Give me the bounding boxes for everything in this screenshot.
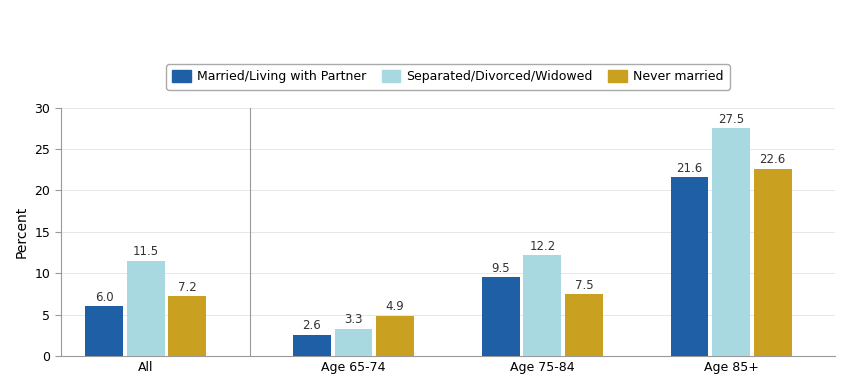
Text: 7.2: 7.2 — [178, 281, 196, 294]
Bar — [377, 315, 414, 356]
Bar — [671, 177, 709, 356]
Text: 11.5: 11.5 — [133, 245, 159, 258]
Bar — [168, 296, 207, 356]
Bar — [712, 128, 750, 356]
Bar — [565, 294, 603, 356]
Text: 3.3: 3.3 — [344, 313, 363, 326]
Bar — [482, 277, 519, 356]
Bar — [127, 261, 165, 356]
Bar — [524, 255, 561, 356]
Text: 7.5: 7.5 — [575, 279, 593, 291]
Bar — [754, 169, 791, 356]
Text: 4.9: 4.9 — [386, 300, 405, 313]
Text: 22.6: 22.6 — [760, 153, 785, 166]
Bar — [85, 307, 123, 356]
Bar — [293, 335, 331, 356]
Text: 21.6: 21.6 — [677, 162, 703, 175]
Text: 6.0: 6.0 — [95, 291, 114, 304]
Y-axis label: Percent: Percent — [15, 206, 29, 258]
Text: 9.5: 9.5 — [491, 262, 510, 275]
Text: 2.6: 2.6 — [303, 319, 321, 332]
Legend: Married/Living with Partner, Separated/Divorced/Widowed, Never married: Married/Living with Partner, Separated/D… — [166, 64, 730, 89]
Text: 27.5: 27.5 — [718, 113, 745, 126]
Bar — [335, 329, 372, 356]
Text: 12.2: 12.2 — [530, 240, 555, 252]
